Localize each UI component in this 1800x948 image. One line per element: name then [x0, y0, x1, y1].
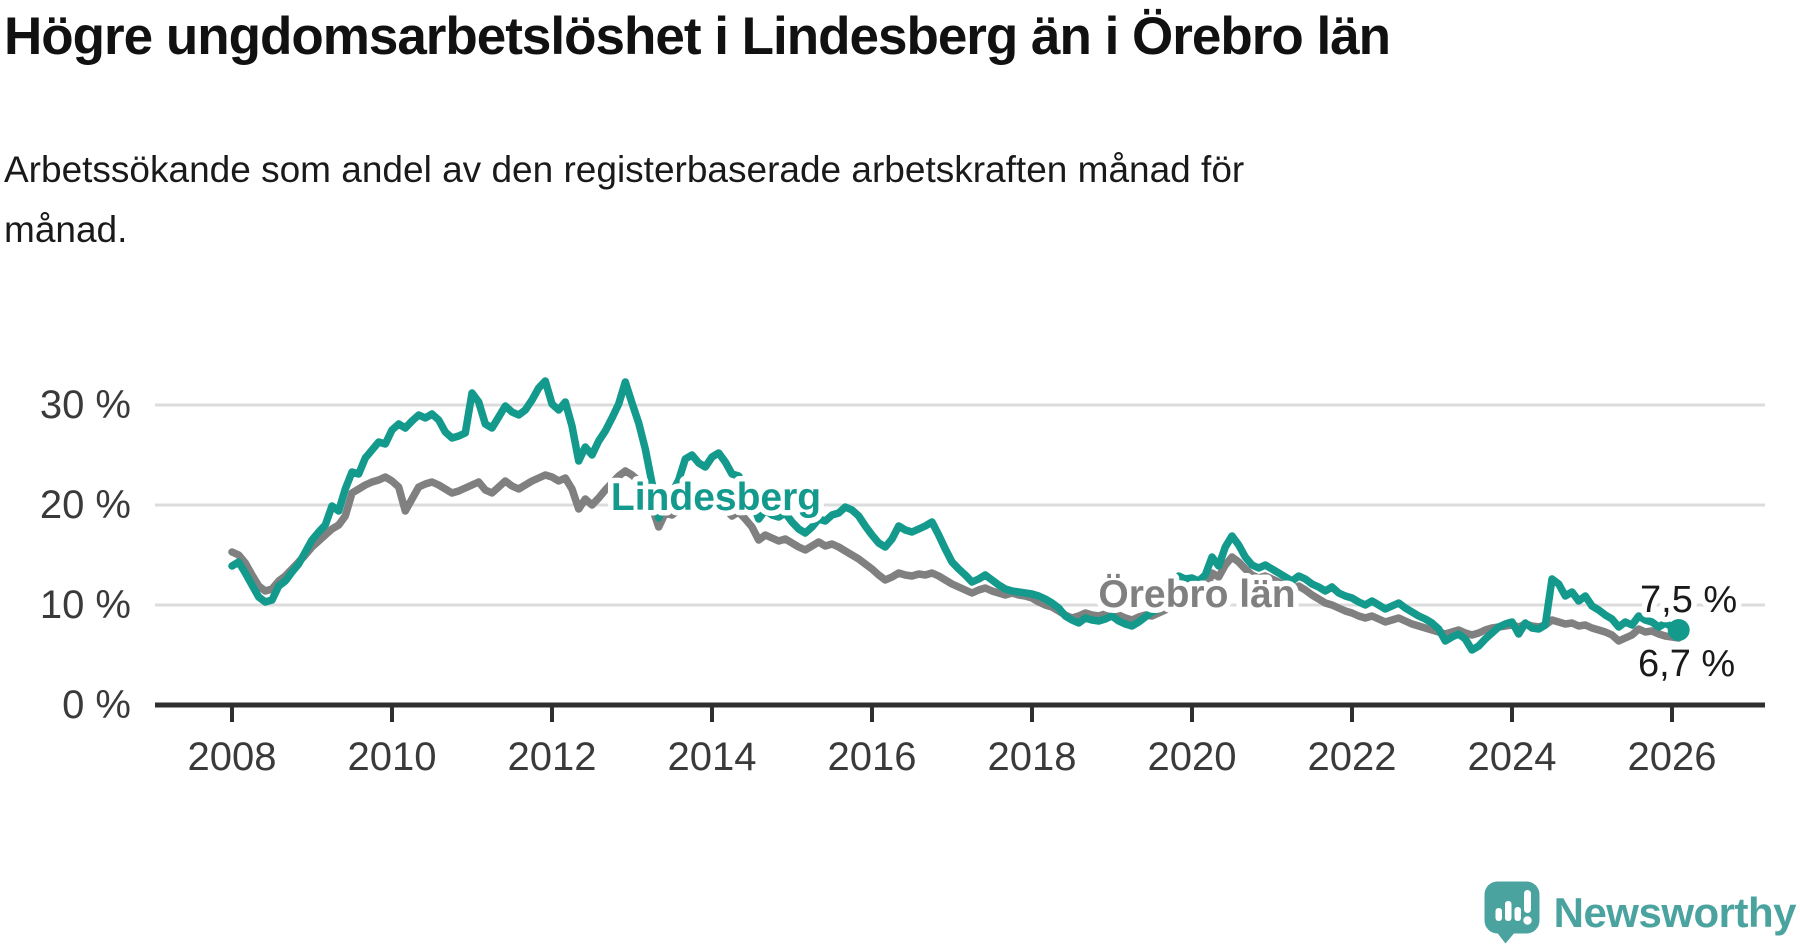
lindesberg-end-dot — [1667, 619, 1690, 641]
y-axis-label: 30 % — [40, 383, 131, 427]
page-subtitle: Arbetssökande som andel av den registerb… — [4, 149, 1245, 250]
x-axis-label: 2014 — [668, 735, 757, 779]
logo-bar-icon — [1504, 901, 1512, 921]
logo-bar-icon — [1495, 908, 1502, 921]
x-axis-label: 2024 — [1468, 735, 1557, 779]
x-axis-label: 2012 — [508, 735, 597, 779]
logo-exclamation-dot-icon — [1522, 916, 1532, 925]
lindesberg-line — [228, 377, 1683, 654]
y-axis-label: 20 % — [40, 483, 131, 527]
newsworthy-logo-icon — [1484, 881, 1540, 944]
logo-exclamation-icon — [1523, 890, 1531, 913]
end-value-label-orebro-lan: 6,7 % — [1638, 643, 1735, 685]
newsworthy-logo: Newsworthy — [1484, 881, 1797, 944]
page-title: Högre ungdomsarbetslöshet i Lindesberg ä… — [4, 7, 1391, 66]
end-value-label-lindesberg: 7,5 % — [1640, 579, 1737, 621]
x-axis-label: 2026 — [1628, 735, 1717, 779]
orebro-lan-line — [228, 467, 1683, 645]
x-axis-label: 2020 — [1148, 735, 1237, 779]
newsworthy-brand-text: Newsworthy — [1553, 888, 1797, 936]
y-axis-label: 10 % — [40, 583, 131, 627]
gridlines — [155, 403, 1765, 607]
y-axis-labels: 0 % 10 % 20 % 30 % — [40, 383, 131, 727]
x-axis-label: 2022 — [1308, 735, 1397, 779]
y-axis-label: 0 % — [62, 683, 131, 727]
x-axis-ticks: 2008 2010 2012 2014 2016 2018 2020 2022 2024 2026 — [188, 705, 1717, 779]
x-axis-label: 2016 — [828, 735, 917, 779]
series-label-lindesberg: Lindesberg — [611, 476, 821, 519]
x-axis-label: 2008 — [188, 735, 277, 779]
x-axis-label: 2018 — [988, 735, 1077, 779]
logo-bar-icon — [1514, 907, 1521, 921]
series-label-orebro-lan: Örebro län — [1098, 573, 1295, 616]
x-axis-label: 2010 — [348, 735, 437, 779]
